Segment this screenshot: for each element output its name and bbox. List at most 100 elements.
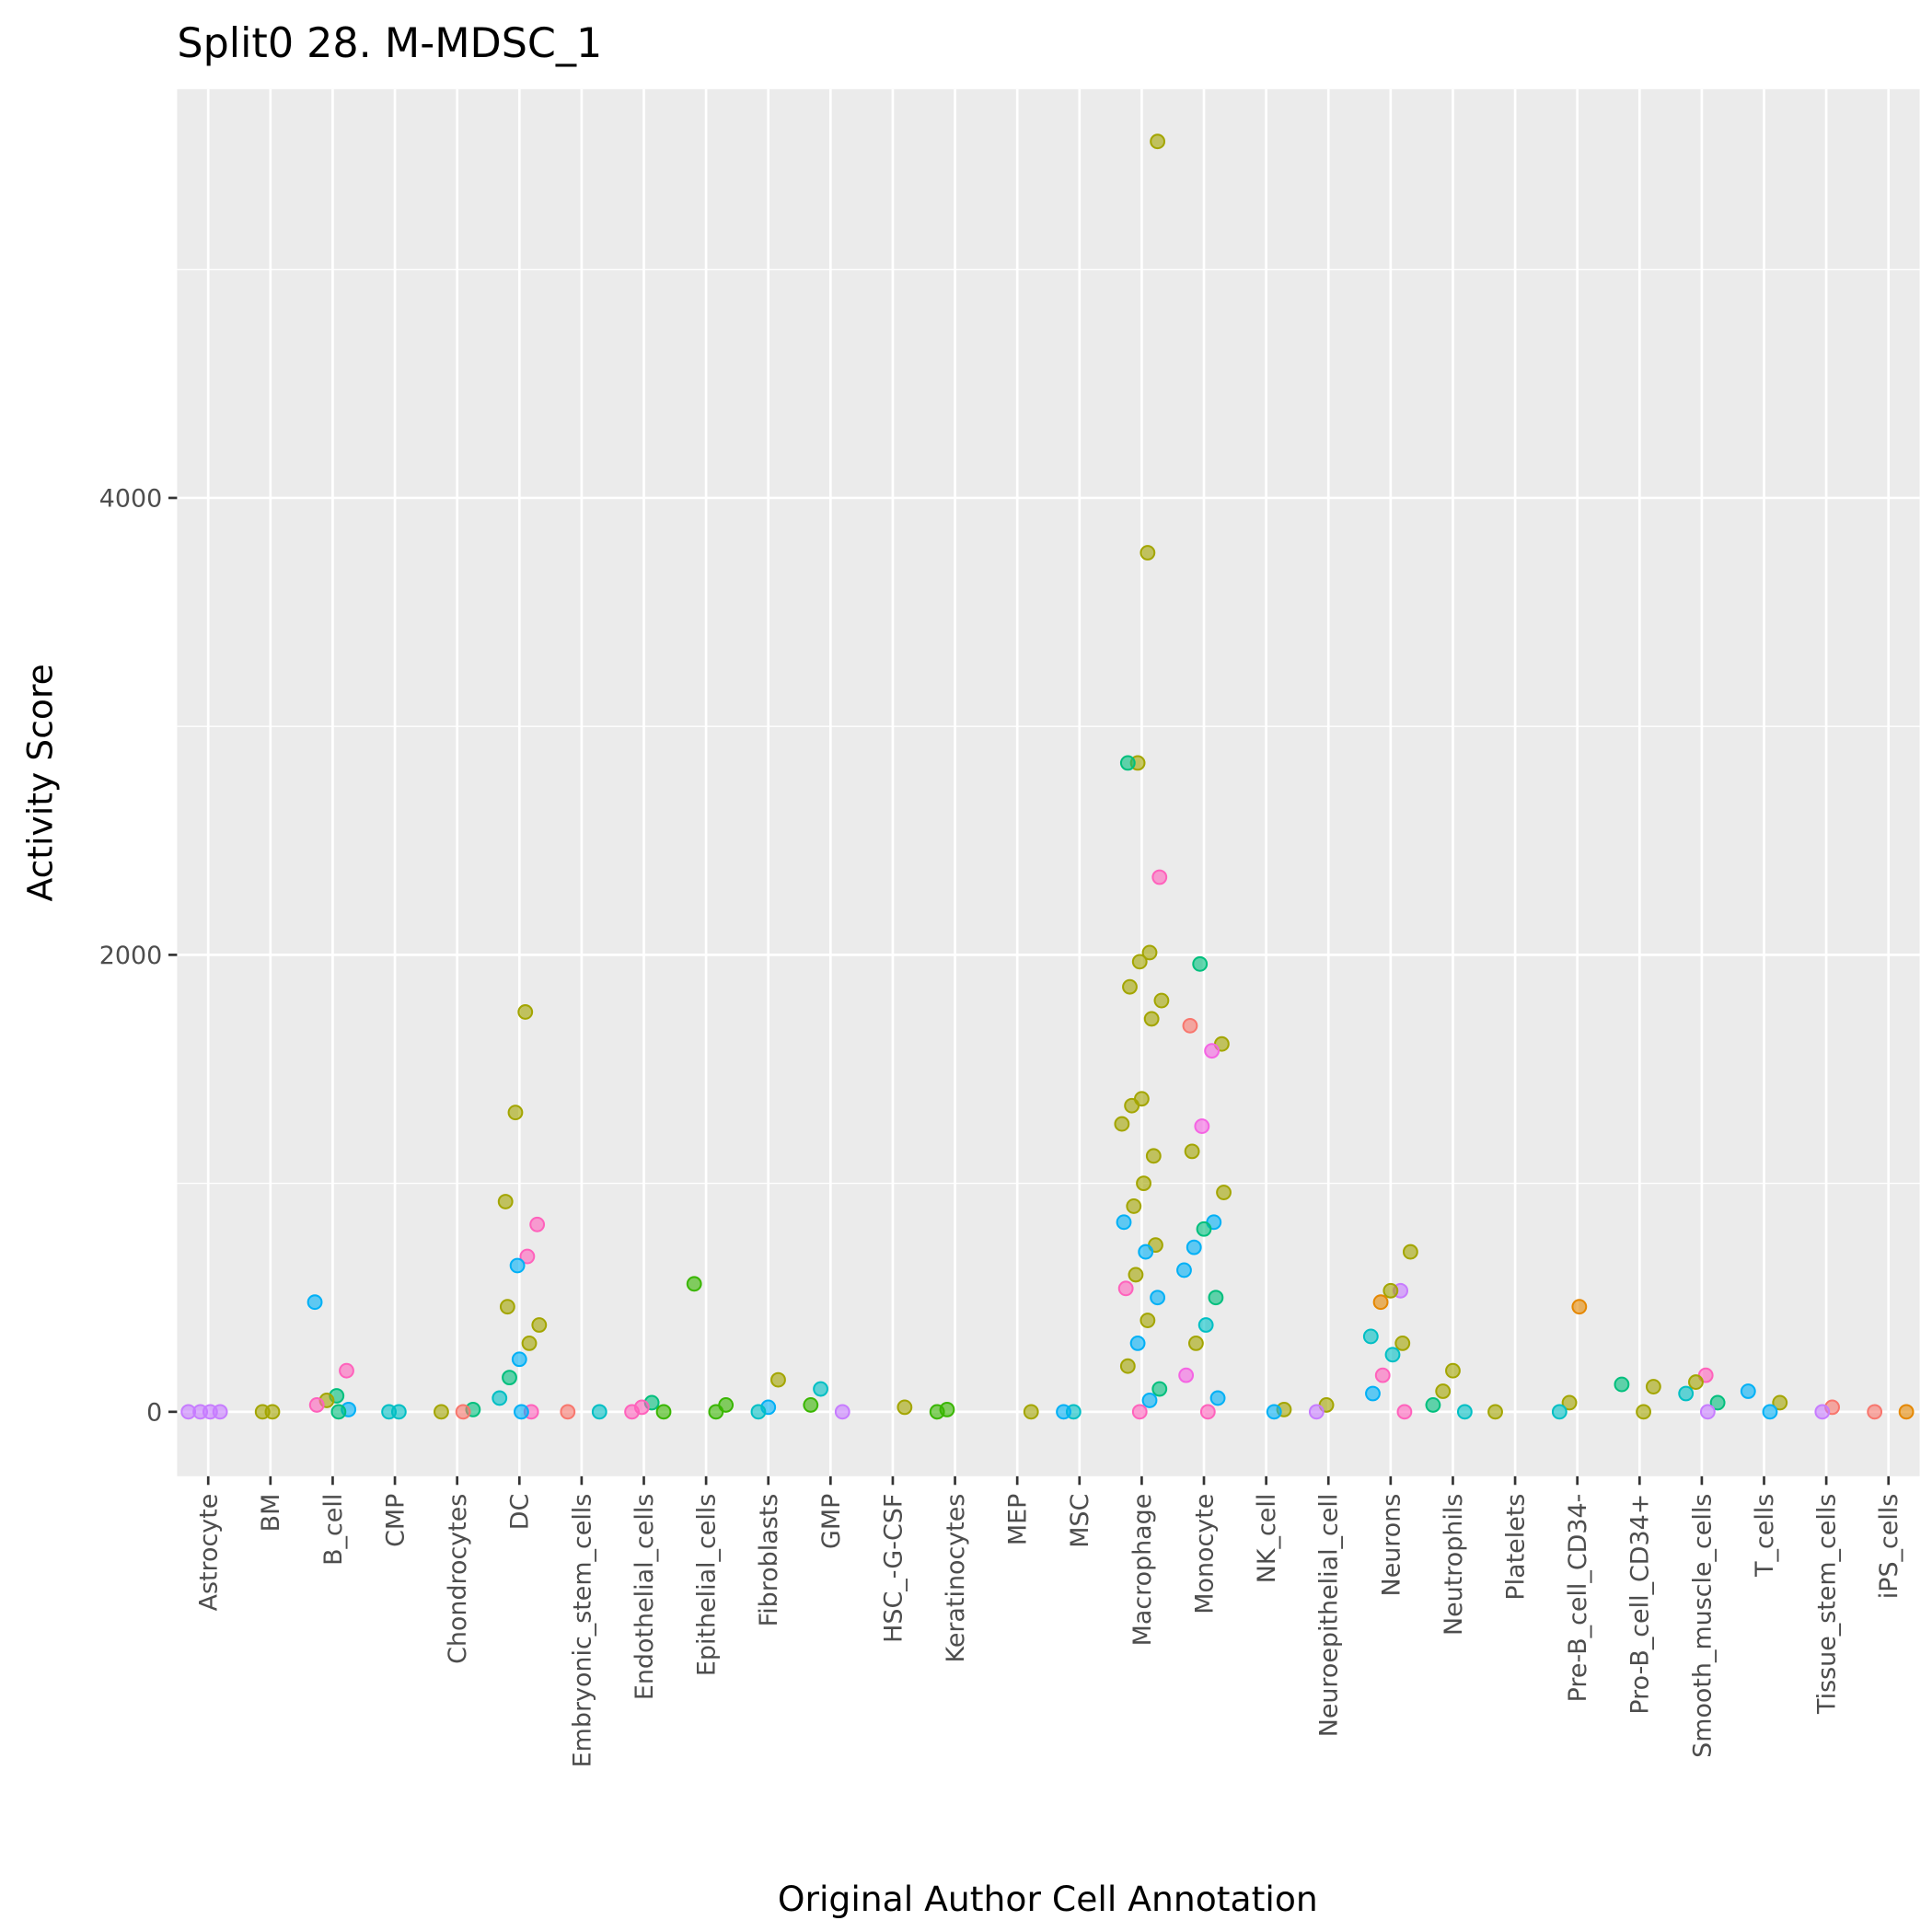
point [1117, 1280, 1134, 1297]
point [686, 1276, 702, 1292]
x-tick-label: DC [506, 1494, 535, 1531]
x-tick-label: Epithelial_cells [693, 1494, 722, 1676]
point [770, 1371, 786, 1388]
point [1150, 133, 1166, 150]
point [1216, 1185, 1232, 1200]
point [1709, 1394, 1726, 1411]
chart-title: Split0 28. M-MDSC_1 [177, 20, 602, 67]
point [1772, 1394, 1788, 1411]
point [1122, 978, 1138, 995]
point [813, 1381, 828, 1397]
x-tick-label: HSC_-G-CSF [879, 1494, 908, 1643]
point [1056, 1404, 1071, 1420]
point [1209, 1390, 1226, 1406]
marks [180, 133, 1915, 1420]
point [1740, 1383, 1756, 1399]
point [1898, 1404, 1915, 1420]
point [1699, 1404, 1716, 1420]
x-tick-label: B_cell [319, 1494, 348, 1566]
x-tick-label: Platelets [1501, 1494, 1530, 1601]
labels: 0 2000 4000 Astrocyte BM B_cell CMP Chondrocyte… [99, 484, 1903, 1767]
point [1194, 1118, 1210, 1134]
point [517, 1004, 534, 1020]
panel [177, 88, 1920, 1476]
point [655, 1404, 672, 1420]
point [1382, 1282, 1399, 1299]
x-tick-label: Keratinocytes [942, 1494, 970, 1663]
point [1186, 1239, 1202, 1255]
point [929, 1404, 945, 1420]
point [1425, 1396, 1441, 1413]
x-tick-label: Pro-B_cell_CD34+ [1626, 1494, 1655, 1715]
point [1867, 1404, 1883, 1420]
point [514, 1404, 529, 1420]
x-tick-label: Astrocyte [195, 1494, 224, 1612]
point [1136, 1175, 1151, 1192]
y-tick-label: 0 [146, 1398, 162, 1427]
x-tick-label: Neutrophils [1440, 1494, 1468, 1636]
x-tick-label: Fibroblasts [755, 1494, 783, 1627]
point [1688, 1374, 1704, 1390]
point [1614, 1376, 1630, 1393]
point [1645, 1379, 1661, 1394]
x-tick-label: Embryonic_stem_cells [568, 1494, 596, 1768]
point [531, 1317, 548, 1333]
point [499, 1299, 515, 1315]
point [1266, 1404, 1282, 1420]
point [1192, 955, 1209, 972]
point [750, 1404, 767, 1420]
point [509, 1257, 526, 1274]
point [1571, 1299, 1588, 1315]
point [308, 1396, 325, 1413]
x-tick-label: Pre-B_cell_CD34- [1564, 1494, 1592, 1703]
point [1372, 1294, 1389, 1311]
point [1199, 1404, 1216, 1420]
point [1362, 1328, 1379, 1345]
point [708, 1404, 724, 1420]
point [507, 1105, 524, 1121]
point [624, 1404, 640, 1420]
point [511, 1351, 527, 1368]
point [1140, 545, 1156, 561]
grid [177, 88, 1920, 1476]
point [1131, 954, 1148, 970]
x-tick-label: Endothelial_cells [631, 1494, 659, 1700]
point [560, 1404, 576, 1420]
point [1153, 992, 1170, 1009]
point [1394, 1335, 1411, 1351]
point [1814, 1404, 1831, 1420]
point [1402, 1244, 1418, 1260]
point [1145, 1148, 1162, 1164]
point [330, 1404, 347, 1420]
point [1131, 1404, 1148, 1420]
point [521, 1335, 538, 1351]
point [1196, 1221, 1212, 1237]
point [192, 1404, 209, 1420]
point [1187, 1335, 1204, 1351]
point [1119, 755, 1136, 771]
x-tick-label: Macrophage [1128, 1494, 1157, 1647]
point [307, 1294, 323, 1311]
point [1141, 1393, 1158, 1408]
point [497, 1194, 514, 1209]
y-axis-title: Activity Score [20, 664, 61, 901]
x-tick-label: Tissue_stem_cells [1813, 1494, 1842, 1715]
point [1116, 1214, 1132, 1231]
point [254, 1404, 271, 1420]
point [1178, 1367, 1195, 1383]
x-tick-label: MSC [1066, 1494, 1094, 1548]
point [455, 1404, 471, 1420]
point [1138, 1244, 1154, 1260]
point [339, 1362, 354, 1379]
x-tick-label: MEP [1004, 1494, 1033, 1545]
point [1141, 944, 1158, 961]
point [1384, 1347, 1401, 1363]
point [1365, 1385, 1381, 1402]
point [434, 1404, 449, 1420]
point [1114, 1116, 1130, 1132]
point [529, 1216, 546, 1232]
point [1435, 1383, 1452, 1399]
x-tick-label: T_cells [1751, 1494, 1779, 1578]
point [1561, 1394, 1578, 1411]
